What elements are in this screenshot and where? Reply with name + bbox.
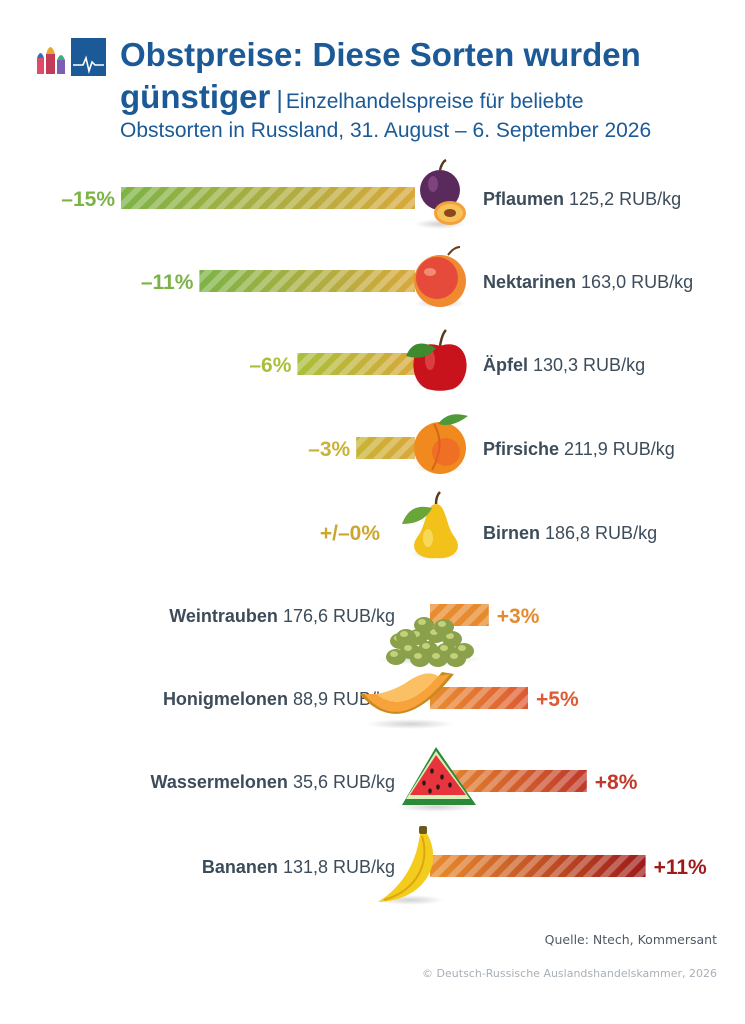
plum-icon: [414, 158, 466, 229]
bar-value-label: +3%: [497, 605, 540, 628]
fruit-label: Birnen 186,8 RUB/kg: [483, 523, 657, 543]
apple-icon: [406, 329, 467, 391]
bar-value-label: +11%: [654, 856, 707, 879]
fruit-label: Pfirsiche 211,9 RUB/kg: [483, 439, 675, 459]
bar-row-4: –3% Pfirsiche 211,9 RUB/kg: [308, 414, 675, 474]
melon-icon: [360, 672, 454, 729]
title-separator: |: [276, 86, 283, 114]
fruit-label: Bananen 131,8 RUB/kg: [202, 857, 395, 877]
page-title: Obstpreise: Diese Sorten wurden günstige…: [120, 34, 730, 123]
copyright-note: © Deutsch-Russische Auslandshandelskamme…: [422, 967, 717, 980]
bar-value-label: –3%: [308, 438, 350, 461]
bar-row-8: +8% Wassermelonen 35,6 RUB/kg: [151, 747, 638, 812]
fruit-label: Weintrauben 176,6 RUB/kg: [169, 606, 395, 626]
bar-value-label: –15%: [61, 188, 115, 211]
bar-row-9: +11% Bananen 131,8 RUB/kg: [202, 826, 707, 905]
peach-icon: [414, 414, 468, 474]
source-note: Quelle: Ntech, Kommersant: [544, 932, 717, 947]
bar-row-2: –11% Nektarinen 163,0 RUB/kg: [141, 246, 693, 308]
pear-icon: [402, 491, 462, 559]
bar-row-5: +/–0% Birnen 186,8 RUB/kg: [320, 491, 657, 559]
banana-icon: [376, 826, 444, 905]
fruit-label: Honigmelonen 88,9 RUB/kg: [163, 689, 395, 709]
nectarine-icon: [414, 246, 466, 308]
fruit-label: Pflaumen 125,2 RUB/kg: [483, 189, 681, 209]
logo: [33, 38, 106, 76]
bar-value-label: +5%: [536, 688, 579, 711]
bar-row-3: –6% Äpfel 130,3 RUB/kg: [249, 329, 645, 391]
watermelon-icon: [396, 747, 476, 812]
bar-value-label: +8%: [595, 771, 638, 794]
subtitle-line2: Obstsorten in Russland, 31. August – 6. …: [120, 119, 652, 142]
bar-row-1: –15% Pflaumen 125,2 RUB/kg: [61, 158, 681, 229]
bar-value-label: –11%: [141, 271, 194, 294]
fruit-label: Äpfel 130,3 RUB/kg: [483, 355, 645, 375]
subtitle-line1: Einzelhandelspreise für beliebte: [285, 90, 584, 113]
bar-row-7: +5% Honigmelonen 88,9 RUB/kg: [163, 672, 579, 729]
title-main: Obstpreise: Diese Sorten wurden günstige…: [120, 36, 641, 115]
bar-value-label: +/–0%: [320, 522, 380, 545]
grapes-icon: [378, 617, 482, 667]
fruit-label: Nektarinen 163,0 RUB/kg: [483, 272, 693, 292]
bar-row-6: +3% Weintrauben 176,6 RUB/kg: [169, 604, 540, 667]
bar-value-label: –6%: [249, 354, 291, 377]
fruit-label: Wassermelonen 35,6 RUB/kg: [151, 772, 395, 792]
